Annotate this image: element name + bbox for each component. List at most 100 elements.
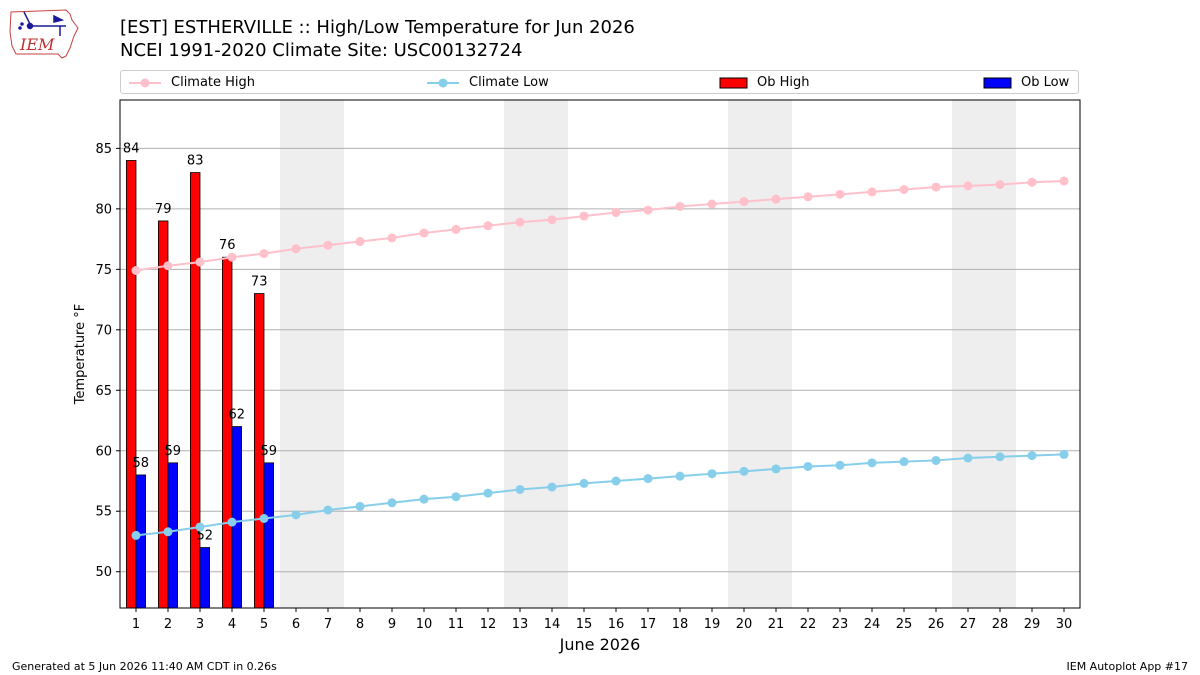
weather-station-icon bbox=[18, 11, 66, 36]
climate-high-point bbox=[707, 199, 717, 209]
chart-subtitle: NCEI 1991-2020 Climate Site: USC00132724 bbox=[120, 40, 523, 61]
x-tick-label: 26 bbox=[928, 617, 945, 632]
climate-high-point bbox=[163, 261, 173, 271]
climate-low-point bbox=[419, 494, 429, 504]
ob-low-label: 62 bbox=[229, 408, 246, 423]
legend-label: Ob High bbox=[757, 75, 810, 90]
climate-low-point bbox=[803, 461, 813, 471]
climate-high-point bbox=[451, 224, 461, 234]
climate-low-point bbox=[291, 510, 301, 520]
x-tick-label: 3 bbox=[196, 617, 204, 632]
x-tick-label: 14 bbox=[544, 617, 561, 632]
weekend-band bbox=[504, 100, 536, 608]
climate-high-point bbox=[547, 215, 557, 225]
climate-high-point bbox=[739, 197, 749, 207]
weekend-band bbox=[760, 100, 792, 608]
climate-low-point bbox=[867, 458, 877, 468]
x-tick-label: 24 bbox=[864, 617, 881, 632]
legend-swatch-climate-low bbox=[427, 78, 459, 88]
climate-high-point bbox=[515, 217, 525, 227]
climate-low-point bbox=[547, 482, 557, 492]
climate-low-point bbox=[1059, 449, 1069, 459]
x-tick-label: 25 bbox=[896, 617, 913, 632]
y-tick-label: 55 bbox=[95, 505, 112, 520]
x-tick-label: 2 bbox=[164, 617, 172, 632]
legend-label: Climate Low bbox=[469, 75, 549, 90]
weekend-band bbox=[312, 100, 344, 608]
climate-low-point bbox=[483, 488, 493, 498]
ob-high-label: 84 bbox=[123, 141, 140, 156]
climate-high-point bbox=[131, 266, 141, 276]
climate-low-point bbox=[835, 460, 845, 470]
iem-logo-text: IEM bbox=[19, 35, 55, 54]
climate-low-point bbox=[675, 471, 685, 481]
climate-high-point bbox=[227, 252, 237, 262]
footer-app-text: IEM Autoplot App #17 bbox=[1066, 660, 1189, 673]
climate-high-point bbox=[803, 192, 813, 202]
ob-high-label: 83 bbox=[187, 154, 204, 169]
ob-high-bar bbox=[126, 160, 137, 609]
climate-high-point bbox=[483, 221, 493, 231]
plot-frame bbox=[119, 99, 1081, 609]
climate-low-point bbox=[355, 501, 365, 511]
legend-label: Climate High bbox=[171, 75, 256, 90]
x-tick-label: 15 bbox=[576, 617, 593, 632]
ob-high-label: 76 bbox=[219, 238, 236, 253]
y-tick-label: 70 bbox=[95, 323, 112, 338]
x-tick-label: 20 bbox=[736, 617, 753, 632]
x-tick-label: 18 bbox=[672, 617, 689, 632]
ob-high-bar bbox=[221, 256, 233, 609]
climate-low-point bbox=[707, 469, 717, 479]
climate-low-point bbox=[131, 530, 141, 540]
ob-high-bar bbox=[157, 220, 169, 609]
climate-high-point bbox=[835, 189, 845, 199]
y-tick-label: 85 bbox=[95, 142, 112, 157]
climate-low-point bbox=[963, 453, 973, 463]
ob-low-label: 52 bbox=[197, 529, 214, 544]
x-axis-label: June 2026 bbox=[559, 635, 641, 654]
y-tick-label: 50 bbox=[95, 565, 112, 580]
climate-high-point bbox=[195, 257, 205, 267]
climate-high-point bbox=[355, 237, 365, 247]
x-tick-label: 12 bbox=[480, 617, 497, 632]
chart-legend: Climate High Climate Low Ob High Ob Low bbox=[120, 70, 1079, 94]
iowa-state-outline bbox=[9, 9, 79, 59]
x-tick-label: 10 bbox=[416, 617, 433, 632]
ob-low-label: 58 bbox=[133, 456, 150, 471]
climate-low-point bbox=[643, 474, 653, 484]
climate-low-point bbox=[163, 527, 173, 537]
climate-high-point bbox=[387, 233, 397, 243]
legend-swatch-ob-high bbox=[719, 77, 748, 89]
x-tick-label: 21 bbox=[768, 617, 785, 632]
climate-low-point bbox=[579, 478, 589, 488]
x-tick-label: 28 bbox=[992, 617, 1009, 632]
ob-high-label: 73 bbox=[251, 275, 268, 290]
y-tick-label: 60 bbox=[95, 444, 112, 459]
climate-high-point bbox=[643, 205, 653, 215]
climate-low-point bbox=[227, 517, 237, 527]
x-tick-label: 5 bbox=[260, 617, 268, 632]
x-tick-label: 16 bbox=[608, 617, 625, 632]
x-tick-label: 27 bbox=[960, 617, 977, 632]
x-tick-label: 4 bbox=[228, 617, 236, 632]
ob-low-label: 59 bbox=[165, 444, 182, 459]
climate-high-point bbox=[771, 194, 781, 204]
iem-logo: IEM bbox=[9, 9, 79, 59]
legend-label: Ob Low bbox=[1021, 75, 1070, 90]
climate-low-line bbox=[135, 453, 1065, 537]
climate-high-point bbox=[579, 211, 589, 221]
climate-low-point bbox=[771, 464, 781, 474]
climate-high-point bbox=[963, 181, 973, 191]
ob-low-bar bbox=[135, 474, 147, 609]
x-tick-label: 8 bbox=[356, 617, 364, 632]
ob-low-bar bbox=[199, 547, 211, 609]
x-tick-label: 29 bbox=[1024, 617, 1041, 632]
climate-low-point bbox=[515, 484, 525, 494]
climate-high-point bbox=[899, 185, 909, 195]
legend-swatch-climate-high bbox=[129, 78, 161, 88]
y-axis-label: Temperature °F bbox=[73, 304, 88, 405]
climate-low-point bbox=[259, 513, 269, 523]
ob-high-label: 79 bbox=[155, 202, 172, 217]
weekend-band bbox=[536, 100, 568, 608]
